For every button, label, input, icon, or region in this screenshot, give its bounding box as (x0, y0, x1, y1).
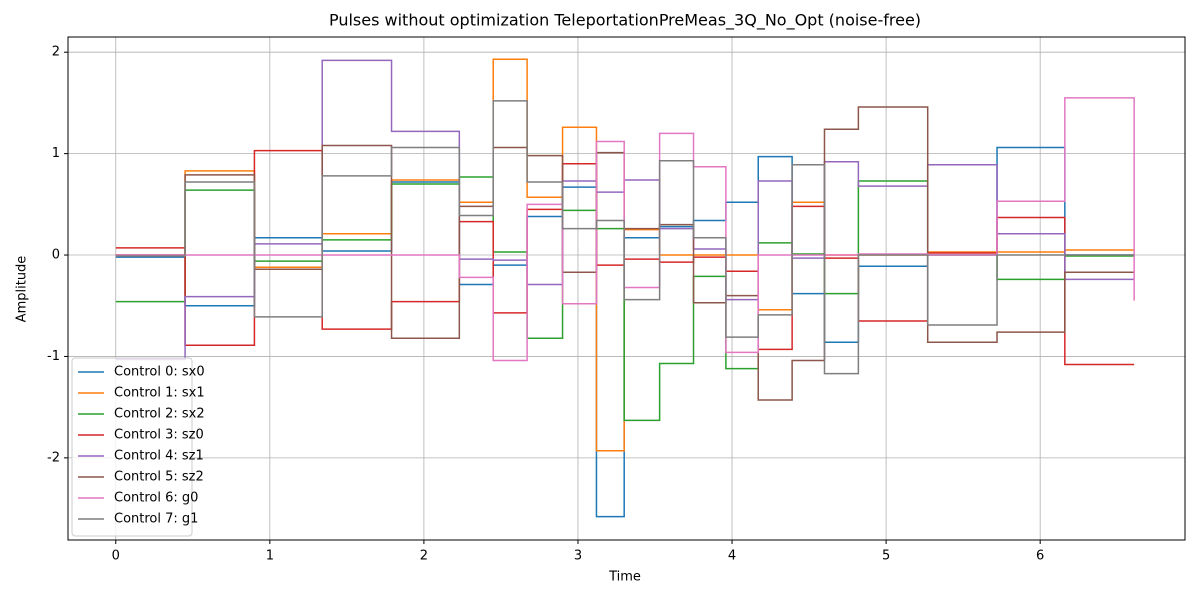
legend-label: Control 2: sx2 (114, 407, 205, 422)
step-line (115, 106, 1135, 401)
legend-box (71, 357, 193, 537)
y-axis-label: Amplitude (15, 256, 30, 323)
legend-label: Control 5: sz2 (114, 470, 204, 485)
y-tick-label: 0 (52, 248, 60, 263)
legend-label: Control 1: sx1 (114, 386, 205, 401)
x-tick-label: 6 (1036, 549, 1044, 564)
step-line (115, 149, 1135, 366)
chart-title: Pulses without optimization Teleportatio… (329, 11, 921, 31)
plot-frame (67, 36, 1186, 541)
legend-label: Control 7: g1 (114, 512, 198, 527)
legend-label: Control 0: sx0 (114, 365, 205, 380)
y-tick-label: -1 (47, 349, 60, 364)
legend-label: Control 3: sz0 (114, 428, 204, 443)
x-axis-label: Time (608, 570, 641, 585)
step-line (115, 176, 1135, 422)
y-tick-label: 1 (52, 146, 60, 161)
x-tick-label: 5 (882, 549, 890, 564)
step-line (115, 146, 1135, 518)
legend-label: Control 6: g0 (114, 491, 198, 506)
x-tick-label: 2 (420, 549, 428, 564)
x-tick-label: 3 (574, 549, 582, 564)
x-tick-label: 0 (112, 549, 120, 564)
legend-label: Control 4: sz1 (114, 449, 204, 464)
y-tick-label: -2 (47, 450, 60, 465)
step-line (115, 59, 1135, 361)
y-tick-label: 2 (52, 45, 60, 60)
legend: Control 0: sx0 Control 1: sx1 Control 2: s… (71, 357, 205, 537)
step-line (115, 100, 1135, 375)
x-tick-label: 1 (266, 549, 274, 564)
x-tick-label: 4 (728, 549, 736, 564)
